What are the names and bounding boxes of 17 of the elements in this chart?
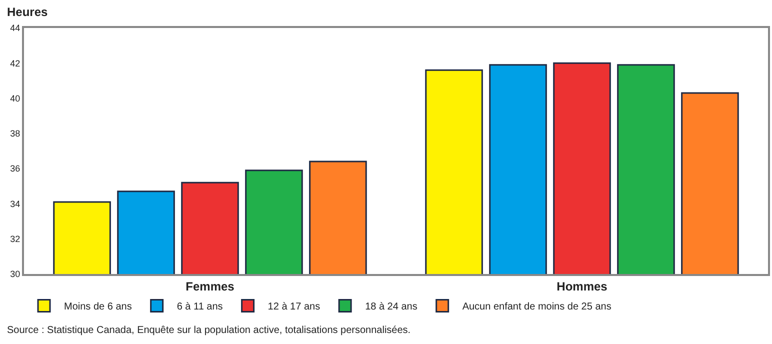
y-tick-label: 36	[10, 164, 20, 174]
y-tick-label: 32	[10, 234, 20, 244]
x-tick-label: Femmes	[186, 279, 235, 294]
legend-label: Moins de 6 ans	[64, 302, 132, 313]
y-tick-label: 30	[10, 269, 20, 280]
y-tick-label: 40	[10, 93, 20, 104]
legend-label: 6 à 11 ans	[176, 302, 223, 313]
legend-label: 18 à 24 ans	[365, 302, 418, 313]
y-tick-label: 44	[10, 23, 20, 34]
legend-label: Aucun enfant de moins de 25 ans	[462, 302, 612, 313]
y-tick-label: 42	[10, 58, 20, 68]
y-tick-label: 34	[10, 198, 20, 209]
y-tick-label: 38	[10, 128, 20, 139]
source-note: Source : Statistique Canada, Enquête sur la population active, totalisations personnalisées.	[7, 325, 411, 336]
legend-label: 12 à 17 ans	[268, 302, 320, 313]
y-axis-title: Heures	[7, 5, 48, 19]
x-tick-label: Hommes	[556, 279, 608, 294]
